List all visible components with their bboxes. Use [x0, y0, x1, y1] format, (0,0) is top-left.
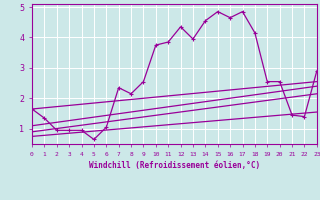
- X-axis label: Windchill (Refroidissement éolien,°C): Windchill (Refroidissement éolien,°C): [89, 161, 260, 170]
